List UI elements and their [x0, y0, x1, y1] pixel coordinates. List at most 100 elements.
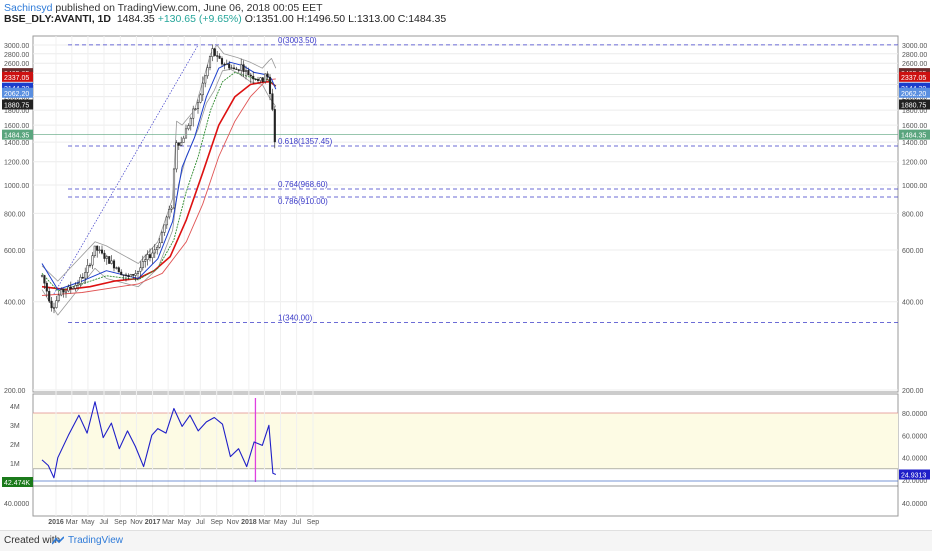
candle-body [69, 286, 72, 289]
candle-body [225, 63, 228, 65]
candle-body [43, 275, 46, 284]
candle-body [271, 93, 274, 110]
candle-body [55, 300, 58, 308]
bollinger-upper-line [41, 44, 277, 282]
price-tick-label-left: 1800.00 [4, 108, 29, 115]
fib-level-label: 1(340.00) [278, 313, 313, 322]
candle-body [259, 77, 262, 81]
candle-body [230, 67, 233, 69]
candle-body [110, 260, 113, 264]
candle-body [151, 252, 154, 259]
price-tick-label-left: 2600.00 [4, 61, 29, 68]
price-tick-label-right: 2600.00 [902, 61, 927, 68]
price-tick-label-left: 1200.00 [4, 160, 29, 167]
candle-body [98, 249, 101, 251]
volume-tick-label: 1M [10, 461, 20, 468]
candle-body [264, 73, 267, 82]
candle-body [180, 142, 183, 146]
candle-body [261, 77, 264, 82]
price-tick-label-right: 1600.00 [902, 123, 927, 130]
candle-body [93, 245, 96, 256]
chart-canvas[interactable]: 3000.00 3000.00 2800.00 2800.00 2600.00 2600.… [0, 0, 932, 528]
author-link[interactable]: Sachinsyd [4, 2, 53, 14]
candle-body [148, 254, 152, 259]
candle-body [223, 63, 226, 66]
candle-body [208, 56, 212, 68]
price-tick-label-right: 2000.00 [902, 95, 927, 102]
candle-body [60, 289, 63, 296]
candle-body [175, 142, 178, 170]
price-tick-label-left: 400.00 [4, 300, 26, 307]
price-tick-label-right: 1000.00 [902, 183, 927, 190]
candle-body [266, 73, 269, 78]
lower-tick-label-right: 40.0000 [902, 501, 927, 508]
time-tick-label: Mar [162, 519, 175, 526]
time-tick-label: Sep [210, 519, 223, 526]
open-value: 1351.00 [255, 13, 294, 25]
last-price: 1484.35 [116, 13, 155, 25]
time-tick-label: Jul [196, 519, 205, 526]
candle-body [247, 70, 250, 76]
oscillator-tick-label: 40.0000 [902, 456, 927, 463]
fib-level-label: 0.618(1357.45) [278, 137, 333, 146]
candle-body [134, 273, 137, 276]
time-tick-label: Jul [100, 519, 109, 526]
candle-body [50, 300, 53, 309]
oscillator-tick-label: 60.0000 [902, 433, 927, 440]
candle-body [45, 282, 48, 292]
time-tick-label: Mar [258, 519, 271, 526]
price-tag-left-label: 1484.35 [4, 133, 29, 140]
candle-body [158, 242, 161, 248]
candle-body [81, 276, 84, 279]
candle-body [124, 274, 128, 276]
high-value: 1496.50 [307, 13, 346, 25]
candle-body [79, 276, 82, 284]
candle-body [196, 102, 200, 110]
candle-body [201, 82, 204, 96]
sma-blue-line [41, 61, 277, 291]
price-tag-right [899, 129, 930, 140]
candle-body [192, 108, 195, 119]
volume-tick-label: 4M [10, 404, 20, 411]
oscillator-value-tag [899, 469, 930, 480]
sma-thick-red-line [41, 80, 277, 291]
low-label: L: [348, 13, 357, 25]
candle-body [168, 208, 171, 218]
candle-body [52, 307, 56, 309]
candle-body [132, 274, 135, 276]
candle-body [105, 256, 108, 259]
price-tick-label-left: 2000.00 [4, 95, 29, 102]
candle-body [244, 70, 248, 72]
time-tick-label: May [81, 519, 95, 526]
candle-body [76, 283, 80, 286]
price-tick-label-right: 800.00 [902, 211, 924, 218]
price-tag-right-label: 1484.35 [901, 133, 926, 140]
price-tick-label-right: 3000.00 [902, 43, 927, 50]
change-value: +130.65 (+9.65%) [157, 13, 242, 25]
price-tick-label-right: 1200.00 [902, 160, 927, 167]
candle-body [249, 74, 252, 77]
candle-body [129, 274, 132, 278]
oscillator-tick-label: 80.0000 [902, 411, 927, 418]
candle-body [211, 48, 214, 57]
candle-body [204, 75, 207, 84]
candle-body [48, 290, 51, 302]
tradingview-link[interactable]: TradingView [68, 535, 124, 546]
candle-body [194, 108, 197, 110]
publication-line: Sachinsyd published on TradingView.com, … [4, 2, 323, 15]
candles-group [40, 44, 276, 314]
candle-body [127, 275, 130, 278]
symbol-name[interactable]: BSE_DLY:AVANTI, 1D [4, 13, 111, 25]
candle-body [228, 63, 231, 69]
volume-tick-label: 2M [10, 442, 20, 449]
price-tag-left-label: 2337.05 [4, 75, 29, 82]
candle-body [64, 290, 68, 293]
candle-body [40, 275, 44, 277]
time-tick-label: Jul [292, 519, 301, 526]
candle-body [218, 55, 221, 59]
time-tick-label: Nov [130, 519, 143, 526]
candle-body [206, 67, 209, 77]
candle-body [74, 284, 77, 289]
price-tick-label-right: 600.00 [902, 248, 924, 255]
sma-thin-red-line [41, 78, 276, 296]
